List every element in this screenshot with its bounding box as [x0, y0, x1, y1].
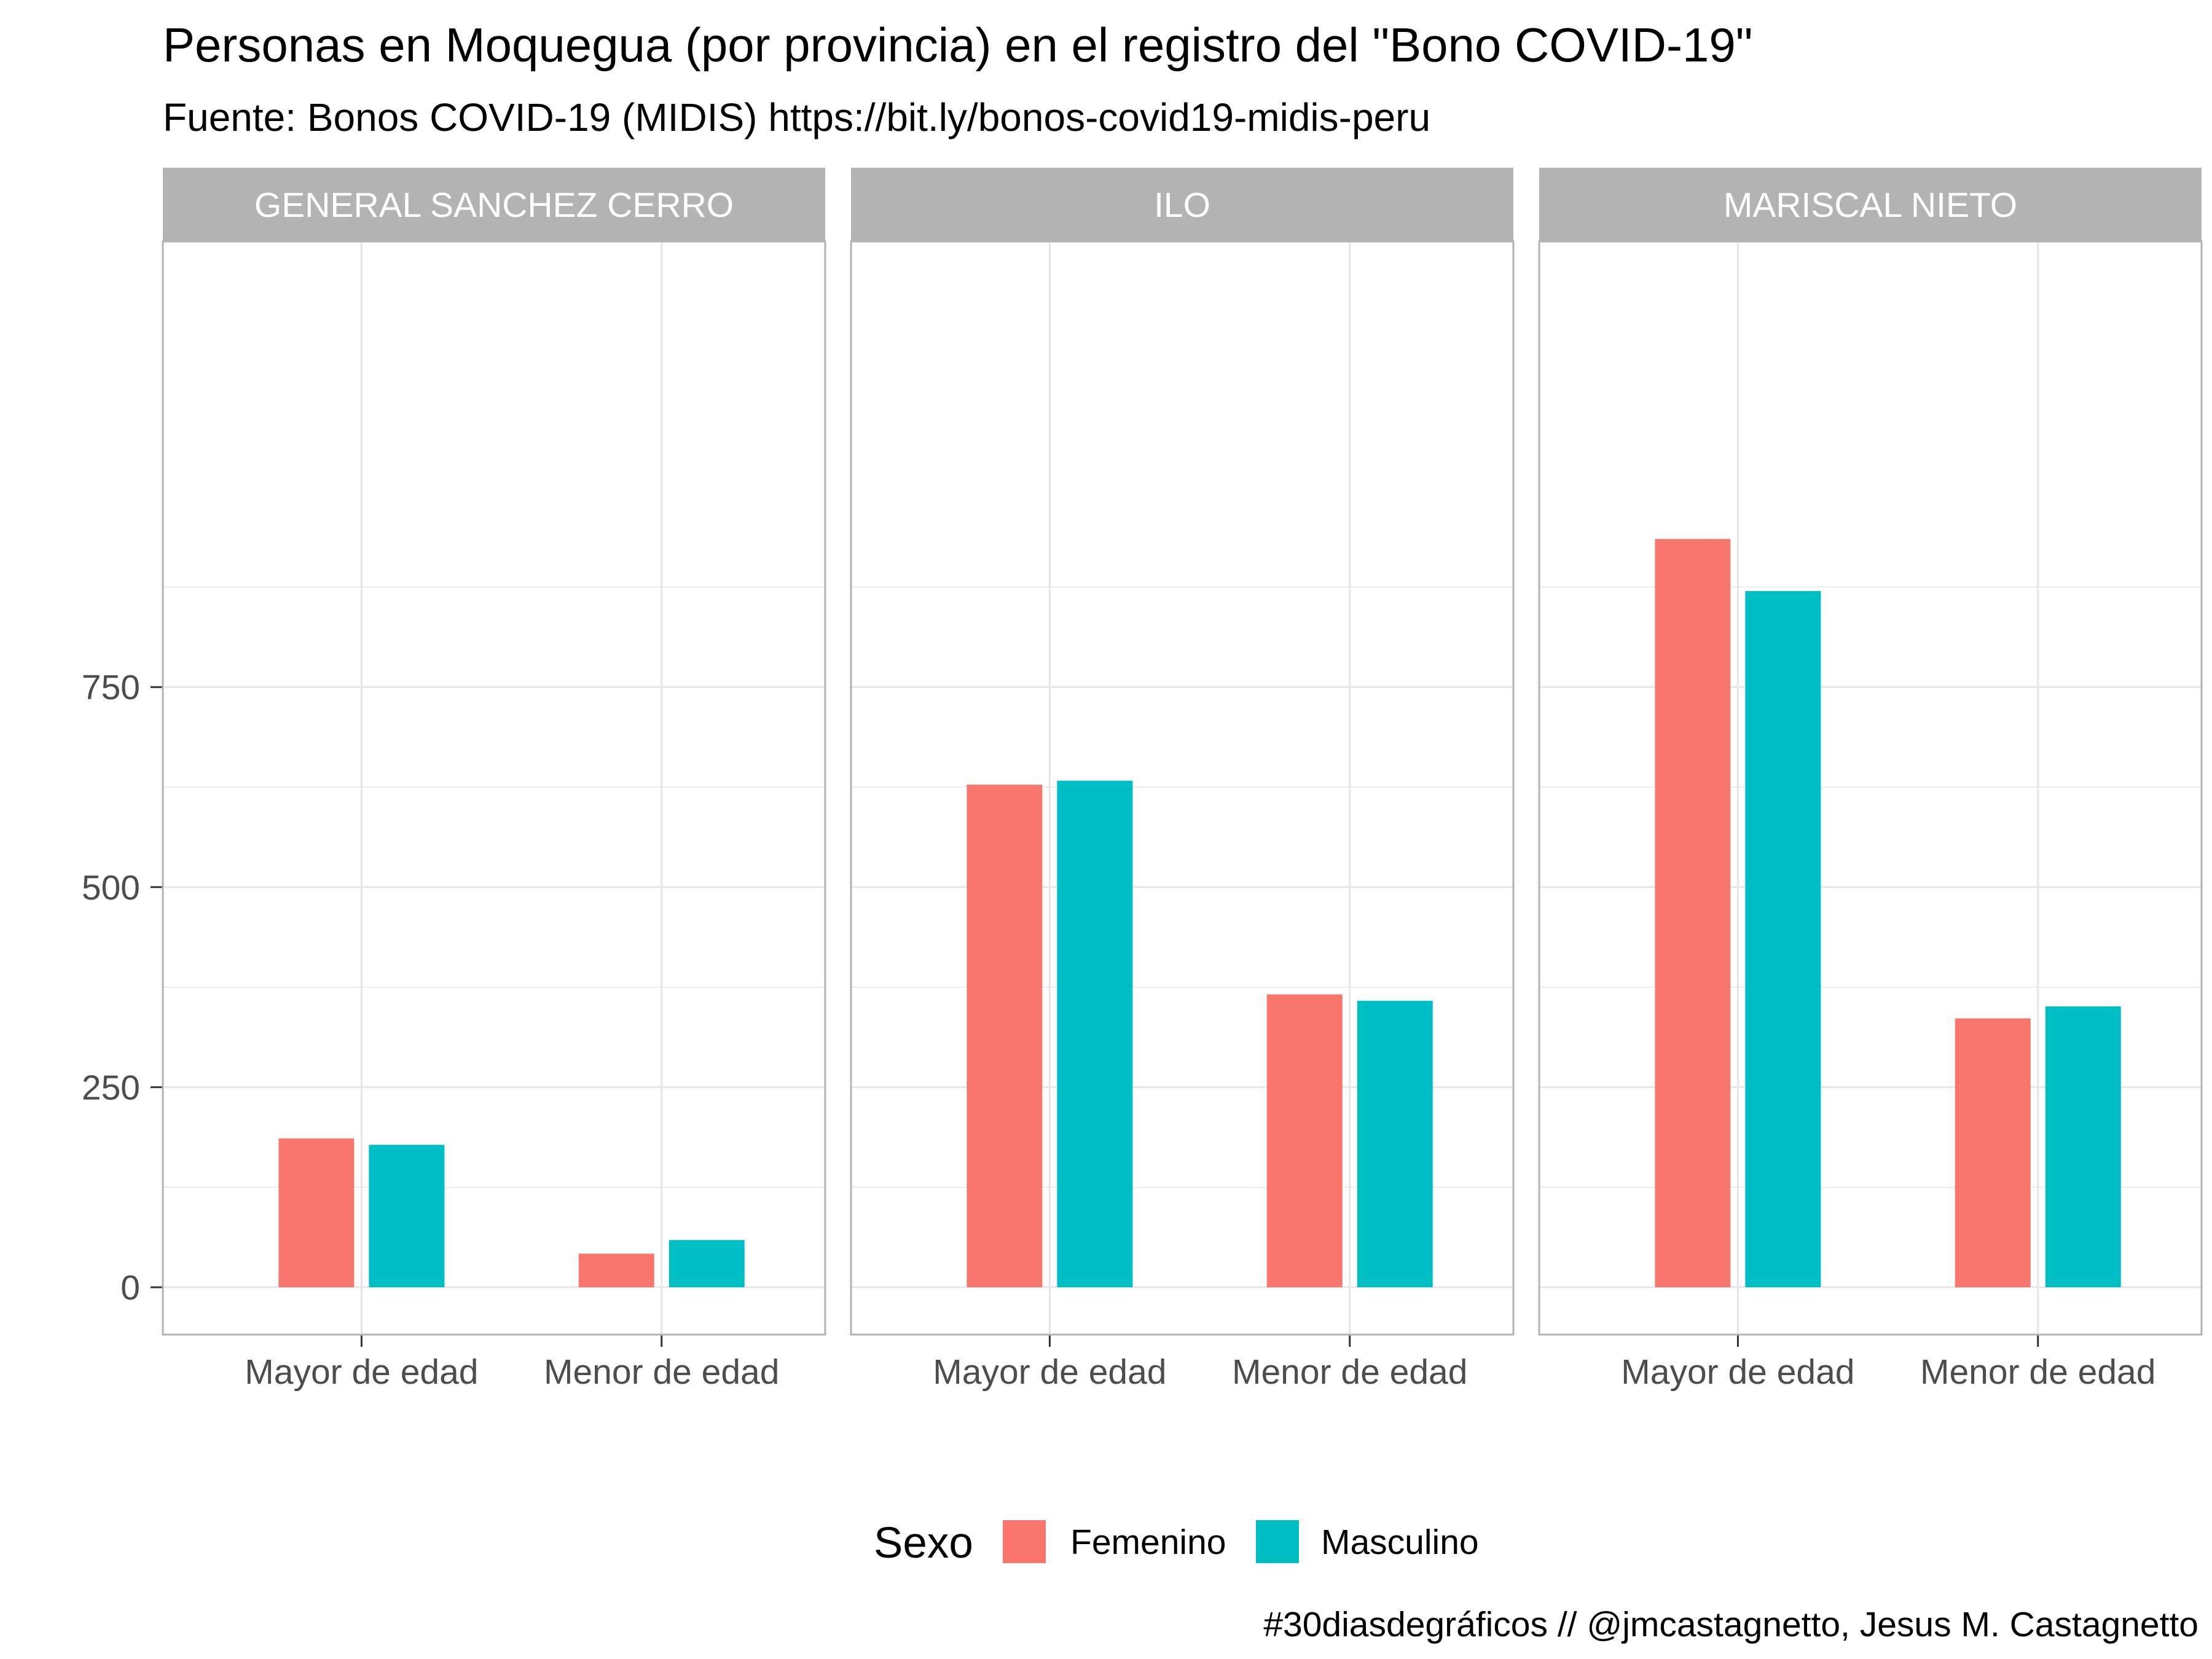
y-tick-label: 0: [120, 1268, 140, 1308]
y-tick-label: 500: [82, 868, 140, 908]
facet-strip: [163, 168, 825, 241]
x-tick-label: Mayor de edad: [1621, 1352, 1854, 1392]
bar-femenino: [278, 1138, 355, 1287]
facet-strip: [1539, 168, 2202, 241]
x-tick-label: Mayor de edad: [245, 1352, 478, 1392]
bar-femenino: [578, 1253, 654, 1287]
legend-label-masculino: Masculino: [1321, 1523, 1479, 1562]
bar-masculino: [369, 1145, 445, 1287]
y-tick-label: 750: [82, 668, 140, 707]
y-tick-label: 250: [82, 1068, 140, 1107]
bar-femenino: [1266, 994, 1343, 1287]
x-tick-label: Menor de edad: [1232, 1352, 1467, 1392]
legend-swatch-masculino: [1256, 1520, 1299, 1563]
legend: Sexo Femenino Masculino: [874, 1519, 1479, 1567]
bar-femenino: [1955, 1018, 2031, 1287]
bar-masculino: [1357, 1000, 1433, 1287]
bar-masculino: [669, 1240, 745, 1287]
x-tick-label: Mayor de edad: [933, 1352, 1166, 1392]
panels: GENERAL SANCHEZ CERRO Mayor de edad Menor …: [162, 168, 2203, 1392]
legend-swatch-femenino: [1003, 1520, 1046, 1563]
legend-label-femenino: Femenino: [1070, 1523, 1226, 1562]
panel-border: [162, 240, 826, 1336]
legend-title: Sexo: [874, 1519, 973, 1567]
x-tick-label: Menor de edad: [544, 1352, 779, 1392]
chart-subtitle: Fuente: Bonos COVID-19 (MIDIS) https://b…: [163, 95, 1430, 139]
bar-masculino: [1057, 780, 1133, 1287]
bar-femenino: [967, 785, 1043, 1287]
y-axis: 0 250 500 750: [82, 668, 163, 1308]
chart-title: Personas en Moquegua (por provincia) en …: [163, 18, 1752, 72]
bar-femenino: [1655, 539, 1731, 1287]
facet-strip-label: MARISCAL NIETO: [1724, 186, 2017, 225]
panel-border: [1538, 240, 2203, 1336]
bar-masculino: [2045, 1006, 2121, 1287]
bar-masculino: [1745, 590, 1821, 1287]
facet-panel: GENERAL SANCHEZ CERRO Mayor de edad Menor …: [162, 168, 826, 1392]
facet-strip-label: ILO: [1154, 186, 1210, 225]
chart-caption: #30diasdegráficos // @jmcastagnetto, Jes…: [1263, 1605, 2198, 1644]
x-tick-label: Menor de edad: [1920, 1352, 2155, 1392]
facet-panel: MARISCAL NIETO Mayor de edad Menor de edad: [1538, 168, 2203, 1392]
facet-strip-label: GENERAL SANCHEZ CERRO: [254, 186, 734, 225]
facet-strip: [851, 168, 1513, 241]
facet-panel: ILO Mayor de edad Menor de edad: [850, 168, 1515, 1392]
panel-border: [850, 240, 1515, 1336]
